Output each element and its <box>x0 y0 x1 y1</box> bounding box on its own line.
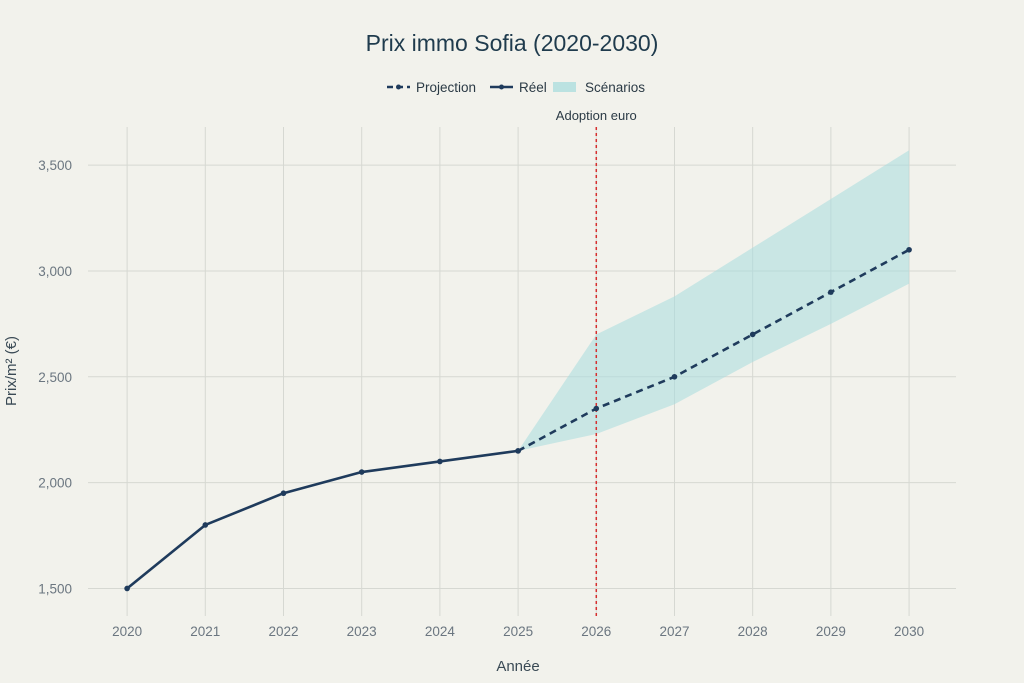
y-axis-label: Prix/m² (€) <box>3 336 20 406</box>
x-axis-ticks: 2020 2021 2022 2023 2024 2025 2026 2027 2028 2029… <box>112 624 924 639</box>
grid <box>88 127 956 616</box>
x-axis-label: Année <box>496 658 539 675</box>
point-projection-2027[interactable] <box>671 373 678 380</box>
point-projection-2028[interactable] <box>749 331 756 338</box>
series-line-rel <box>126 449 519 590</box>
x-tick-label-2026: 2026 <box>581 624 611 639</box>
legend: Projection Réel Scénarios <box>387 80 645 95</box>
x-tick-label-2020: 2020 <box>112 624 142 639</box>
legend-label-projection: Projection <box>416 80 476 95</box>
legend-label-reel: Réel <box>519 80 547 95</box>
legend-marker-projection <box>396 84 401 90</box>
point-rel-2021[interactable] <box>202 522 209 528</box>
scenario-band <box>518 150 910 451</box>
x-tick-label-2024: 2024 <box>425 624 456 639</box>
chart-title: Prix immo Sofia (2020-2030) <box>366 30 659 56</box>
legend-item-reel[interactable]: Réel <box>490 80 547 95</box>
series-line-projection <box>517 248 910 453</box>
y-tick-label-1500: 1,500 <box>38 581 72 596</box>
point-projection-2025[interactable] <box>515 448 521 454</box>
x-tick-label-2030: 2030 <box>894 624 924 639</box>
x-tick-label-2022: 2022 <box>268 624 298 639</box>
y-tick-label-3000: 3,000 <box>38 264 72 279</box>
y-tick-label-3500: 3,500 <box>38 158 72 173</box>
point-rel-2024[interactable] <box>437 458 443 465</box>
y-axis-ticks: 1,500 2,000 2,500 3,000 3,500 <box>38 158 72 596</box>
series-layer <box>124 246 912 592</box>
x-tick-label-2029: 2029 <box>816 624 846 639</box>
legend-swatch-scenarios <box>553 82 576 92</box>
y-tick-label-2500: 2,500 <box>38 370 72 385</box>
y-tick-label-2000: 2,000 <box>38 476 72 491</box>
legend-item-scenarios[interactable]: Scénarios <box>553 80 645 95</box>
x-tick-label-2025: 2025 <box>503 624 533 639</box>
point-projection-2029[interactable] <box>828 289 834 295</box>
scenario-band-layer <box>518 150 910 451</box>
annotation-label-euro: Adoption euro <box>556 108 637 123</box>
x-tick-label-2027: 2027 <box>659 624 689 639</box>
x-tick-label-2023: 2023 <box>347 624 377 639</box>
point-rel-2023[interactable] <box>358 469 365 475</box>
point-rel-2020[interactable] <box>124 585 130 592</box>
point-rel-2022[interactable] <box>280 490 287 497</box>
legend-label-scenarios: Scénarios <box>585 80 645 95</box>
annotation-layer: Adoption euro <box>556 108 637 616</box>
point-projection-2030[interactable] <box>906 246 912 253</box>
point-projection-2026[interactable] <box>593 405 600 412</box>
x-tick-label-2021: 2021 <box>190 624 220 639</box>
legend-marker-reel <box>499 84 504 90</box>
legend-item-projection[interactable]: Projection <box>387 80 476 95</box>
x-tick-label-2028: 2028 <box>738 624 768 639</box>
